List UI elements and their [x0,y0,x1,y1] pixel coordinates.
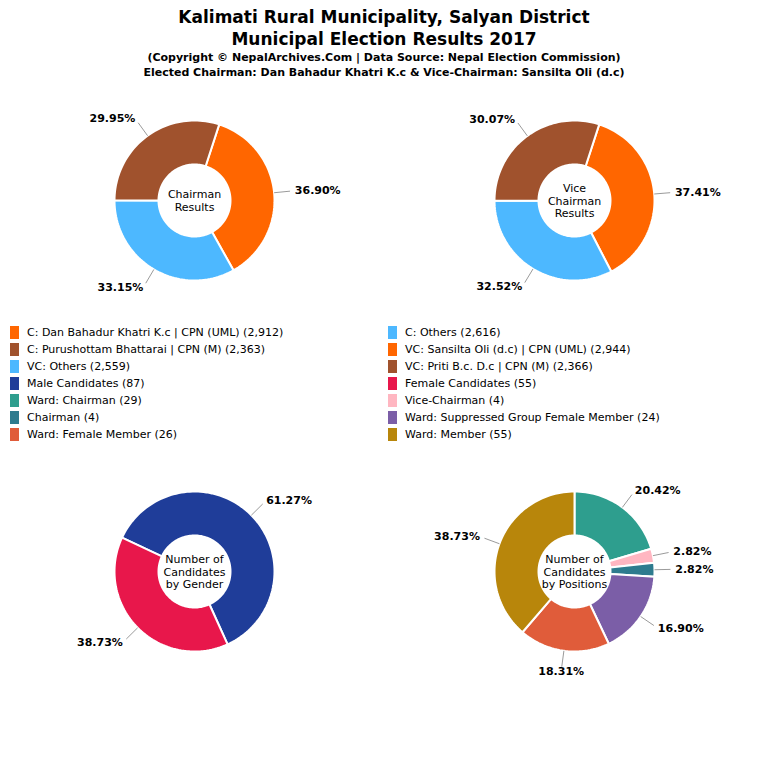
html-text:C: Dan Bahadur Khatri K.c | CP: C: Dan Bahadur Khatri K.c | CPN (UML) (2… [27,326,284,339]
html-text:(Copyright © NepalArchives.Com: (Copyright © NepalArchives.Com | Data So… [147,51,621,64]
html-text:Ward: Suppressed Group Female: Ward: Suppressed Group Female Member (24… [405,411,660,424]
html-text:VC: Priti B.c. D.c | CPN (M) (: VC: Priti B.c. D.c | CPN (M) (2,366) [405,360,593,373]
svg-text:2.82%: 2.82% [673,545,711,558]
svg-text:18.31%: 18.31% [538,665,584,678]
html-text:Male Candidates (87): Male Candidates (87) [27,377,145,390]
html-text:Municipal Election Results 201: Municipal Election Results 2017 [231,29,537,49]
html-text:C: Purushottam Bhattarai | CPN: C: Purushottam Bhattarai | CPN (M) (2,36… [27,343,266,356]
html-text:Elected Chairman: Dan Bahadur: Elected Chairman: Dan Bahadur Khatri K.c… [143,66,625,79]
svg-text:36.90%: 36.90% [295,184,341,197]
svg-text:61.27%: 61.27% [266,494,312,507]
html-text:Female Candidates (55): Female Candidates (55) [405,377,537,390]
html-text:Ward: Chairman (29): Ward: Chairman (29) [27,394,142,407]
svg-text:ChairmanResults: ChairmanResults [168,188,221,214]
html-text:Ward: Member (55): Ward: Member (55) [405,428,512,441]
svg-text:33.15%: 33.15% [97,281,143,294]
svg-text:ViceChairmanResults: ViceChairmanResults [548,182,601,220]
svg-text:38.73%: 38.73% [434,530,480,543]
html-text:VC: Others (2,559): VC: Others (2,559) [27,360,130,373]
html-text:Ward: Female Member (26): Ward: Female Member (26) [27,428,177,441]
svg-text:Number ofCandidatesby Position: Number ofCandidatesby Positions [542,553,608,591]
svg-text:Number ofCandidatesby Gender: Number ofCandidatesby Gender [164,553,226,591]
html-text:C: Others (2,616): C: Others (2,616) [405,326,501,339]
svg-text:38.73%: 38.73% [77,636,123,649]
svg-text:32.52%: 32.52% [476,280,522,293]
html-text:Vice-Chairman (4): Vice-Chairman (4) [405,394,505,407]
html-text:VC: Sansilta Oli (d.c) | CPN (: VC: Sansilta Oli (d.c) | CPN (UML) (2,94… [405,343,631,356]
html-text:Kalimati Rural Municipality, S: Kalimati Rural Municipality, Salyan Dist… [178,7,590,27]
svg-text:20.42%: 20.42% [635,484,681,497]
svg-text:30.07%: 30.07% [469,113,515,126]
svg-text:2.82%: 2.82% [675,563,713,576]
svg-text:37.41%: 37.41% [675,186,721,199]
svg-text:16.90%: 16.90% [658,622,704,635]
html-text:Chairman (4): Chairman (4) [27,411,100,424]
svg-text:29.95%: 29.95% [90,112,136,125]
